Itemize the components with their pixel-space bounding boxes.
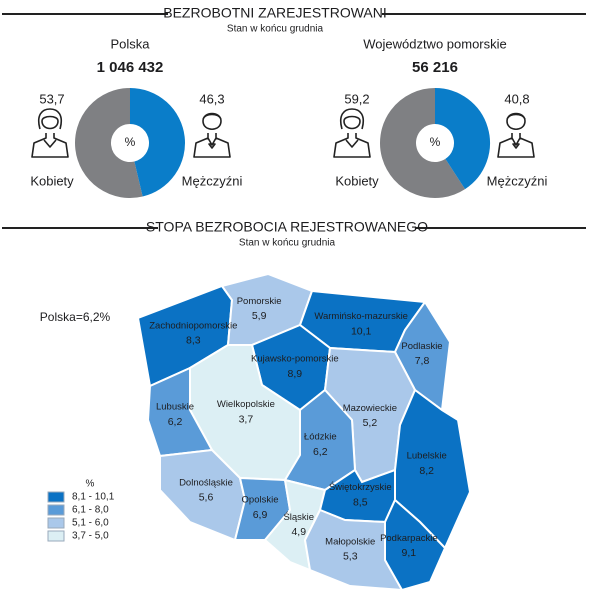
region-value: 8,3 — [186, 335, 201, 347]
region-name: Lubuskie — [156, 402, 194, 413]
center-label: % — [125, 135, 136, 149]
region-value: 5,2 — [363, 417, 378, 429]
map — [136, 272, 472, 592]
region-name: Wielkopolskie — [217, 399, 275, 410]
region-value: 10,1 — [351, 325, 372, 337]
region-name: Warmińsko-mazurskie — [314, 311, 408, 322]
category-label: Mężczyźni — [487, 173, 548, 188]
value-label: 40,8 — [504, 91, 529, 106]
donut-title: Województwo pomorskie — [363, 36, 507, 51]
section-subtitle: Stan w końcu grudnia — [239, 238, 336, 249]
region-name: Opolskie — [242, 495, 279, 506]
legend-label: 8,1 - 10,1 — [72, 492, 115, 503]
region-value: 9,1 — [402, 547, 417, 559]
category-label: Kobiety — [335, 173, 379, 188]
region-value: 6,2 — [313, 446, 328, 458]
region-value: 4,9 — [291, 526, 306, 538]
region-value: 3,7 — [239, 413, 254, 425]
region-value: 6,9 — [253, 509, 268, 521]
region-name: Małopolskie — [325, 536, 375, 547]
legend-label: 3,7 - 5,0 — [72, 531, 109, 542]
region-value: 5,6 — [199, 492, 214, 504]
donut-segment — [75, 88, 143, 198]
region-name: Łódzkie — [304, 432, 337, 443]
legend-swatch — [47, 504, 65, 516]
region-name: Lubelskie — [407, 451, 447, 462]
region-value: 8,2 — [419, 465, 434, 477]
icon-woman — [31, 108, 69, 158]
region-value: 7,8 — [415, 355, 430, 367]
region-value: 8,9 — [288, 368, 303, 380]
donut-total: 1 046 432 — [97, 59, 164, 76]
value-label: 53,7 — [39, 91, 64, 106]
section-title: BEZROBOTNI ZAREJESTROWANI — [163, 5, 387, 21]
region-name: Świętokrzyskie — [329, 481, 392, 493]
icon-man — [497, 112, 535, 158]
annotation: Polska=6,2% — [40, 310, 111, 324]
region-name: Pomorskie — [237, 296, 282, 307]
region-name: Mazowieckie — [343, 403, 397, 414]
donut-segment — [380, 88, 466, 198]
category-label: Mężczyźni — [182, 173, 243, 188]
category-label: Kobiety — [30, 173, 74, 188]
region-name: Zachodniopomorskie — [149, 320, 237, 331]
legend-swatch — [47, 530, 65, 542]
region-value: 8,5 — [353, 496, 368, 508]
legend-swatch — [47, 517, 65, 529]
legend-title: % — [86, 479, 95, 490]
value-label: 59,2 — [344, 91, 369, 106]
section-subtitle: Stan w końcu grudnia — [227, 24, 324, 35]
region-value: 6,2 — [168, 416, 183, 428]
region-value: 5,3 — [343, 551, 358, 563]
icon-woman — [333, 108, 371, 158]
region-name: Kujawsko-pomorskie — [251, 354, 339, 365]
region-value: 5,9 — [252, 310, 267, 322]
legend-swatch — [47, 491, 65, 503]
region-name: Podkarpackie — [380, 533, 438, 544]
legend-label: 6,1 - 8,0 — [72, 505, 109, 516]
donut-total: 56 216 — [412, 59, 458, 76]
region — [384, 498, 447, 592]
legend-label: 5,1 - 6,0 — [72, 518, 109, 529]
region-name: Śląskie — [283, 511, 314, 523]
icon-man — [193, 112, 231, 158]
donut-title: Polska — [110, 36, 150, 51]
section-title: STOPA BEZROBOCIA REJESTROWANEGO — [146, 219, 428, 235]
donut-segment — [433, 88, 490, 190]
center-label: % — [430, 135, 441, 149]
value-label: 46,3 — [199, 91, 224, 106]
region-name: Podlaskie — [401, 341, 442, 352]
donut-segment — [128, 88, 185, 197]
region-name: Dolnośląskie — [179, 477, 233, 488]
